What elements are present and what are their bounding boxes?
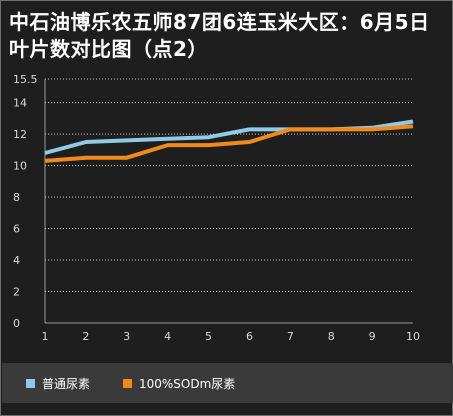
x-tick-label: 5 [205, 330, 212, 343]
x-tick-label: 1 [42, 330, 49, 343]
y-tick-label: 15.5 [13, 73, 38, 86]
y-tick-label: 10 [13, 160, 27, 173]
y-tick-label: 14 [13, 97, 27, 110]
y-tick-label: 8 [13, 191, 20, 204]
x-tick-label: 10 [406, 330, 420, 343]
y-tick-label: 12 [13, 128, 27, 141]
x-tick-label: 9 [369, 330, 376, 343]
legend-swatch-series-2 [123, 378, 132, 388]
y-tick-label: 6 [13, 223, 20, 236]
x-tick-label: 7 [287, 330, 294, 343]
series-lines [44, 119, 414, 163]
legend-swatch-series-1 [26, 378, 35, 388]
x-tick-label: 3 [123, 330, 130, 343]
x-tick-label: 8 [328, 330, 335, 343]
y-tick-label: 4 [13, 254, 20, 267]
legend-item-series-1: 普通尿素 [26, 375, 90, 391]
axes [44, 79, 413, 324]
series-line-2 [44, 124, 414, 163]
chart-title: 中石油博乐农五师87团6连玉米大区：6月5日叶片数对比图（点2） [9, 10, 430, 61]
series-line-1 [44, 119, 414, 155]
y-tick-label: 0 [13, 317, 20, 330]
x-tick-label: 4 [164, 330, 171, 343]
legend-item-series-2: 100%SODm尿素 [123, 375, 235, 391]
legend-label-series-1: 普通尿素 [42, 376, 91, 391]
legend: 普通尿素 100%SODm尿素 [2, 363, 453, 403]
y-tick-label: 2 [13, 286, 20, 299]
x-tick-label: 2 [82, 330, 89, 343]
grid-lines [45, 78, 413, 293]
legend-label-series-2: 100%SODm尿素 [139, 376, 236, 391]
x-tick-label: 6 [246, 330, 253, 343]
